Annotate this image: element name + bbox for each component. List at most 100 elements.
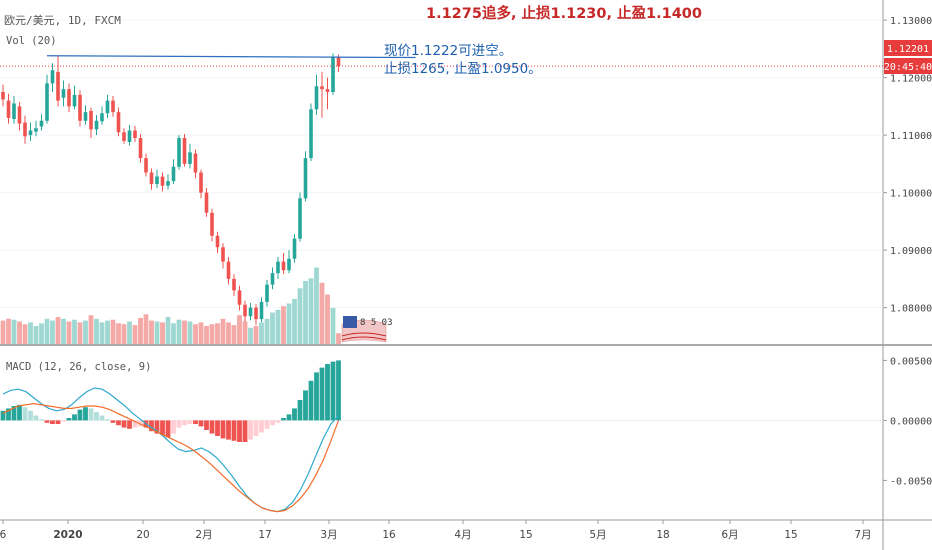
candle-body[interactable] (138, 138, 143, 159)
candle-body[interactable] (193, 153, 198, 173)
volume-bar (303, 281, 308, 344)
candle-body[interactable] (166, 181, 170, 186)
candle-body[interactable] (237, 290, 242, 305)
volume-indicator-label[interactable]: Vol (20) (6, 35, 57, 47)
candle-body[interactable] (105, 100, 110, 114)
candle-body[interactable] (12, 103, 16, 120)
volume-bar (242, 321, 248, 344)
candle-body[interactable] (72, 94, 77, 107)
volume-bar (6, 318, 11, 344)
candle-body[interactable] (144, 158, 148, 173)
event-badge[interactable]: 8 5 03 (341, 316, 393, 343)
current-price-annotation[interactable]: 现价1.1222可进空。 (384, 43, 512, 59)
candle-body[interactable] (287, 258, 291, 271)
candle-body[interactable] (100, 113, 104, 122)
candle-body[interactable] (171, 166, 176, 182)
candle-body[interactable] (133, 130, 137, 138)
candle-body[interactable] (122, 132, 126, 141)
candle-body[interactable] (1, 92, 5, 100)
macd-histogram-bar (105, 419, 110, 421)
candle-body[interactable] (265, 284, 269, 302)
candle-body[interactable] (281, 261, 286, 271)
candle-body[interactable] (325, 89, 330, 92)
candle-body[interactable] (254, 307, 258, 320)
candle-body[interactable] (331, 57, 335, 93)
event-badge-label: 8 5 03 (360, 318, 393, 328)
candle-body[interactable] (182, 138, 187, 164)
candle-body[interactable] (226, 261, 231, 279)
candle-body[interactable] (298, 198, 302, 239)
candle-body[interactable] (248, 307, 253, 317)
macd-indicator-label[interactable]: MACD (12, 26, close, 9) (6, 361, 151, 373)
macd-histogram-bar (17, 404, 22, 421)
volume-bar (132, 325, 138, 344)
symbol-label[interactable]: 欧元/美元, 1D, FXCM (4, 14, 121, 27)
candle-body[interactable] (149, 172, 154, 185)
macd-histogram-bar (253, 420, 259, 436)
trade-annotation-top[interactable]: 1.1275追多, 止损1.1230, 止盈1.1400 (426, 4, 702, 22)
candle-body[interactable] (243, 304, 247, 317)
candle-body[interactable] (28, 130, 33, 136)
candle-body[interactable] (276, 261, 280, 274)
candle-body[interactable] (221, 247, 225, 262)
candle-body[interactable] (188, 152, 192, 164)
candle-body[interactable] (83, 112, 88, 121)
candle-body[interactable] (210, 212, 214, 236)
x-tick-label: 5月 (589, 529, 606, 541)
volume-bar (61, 318, 66, 344)
candle-body[interactable] (204, 192, 209, 213)
macd-histogram-bar (292, 408, 297, 421)
candle-body[interactable] (23, 122, 27, 137)
candle-body[interactable] (309, 109, 313, 159)
candle-body[interactable] (67, 89, 71, 107)
candle-body[interactable] (94, 120, 99, 130)
volume-bar (55, 317, 61, 344)
candle-body[interactable] (116, 112, 121, 133)
volume-bar (292, 299, 297, 344)
candle-body[interactable] (6, 100, 11, 118)
signal-line (2, 402, 340, 513)
macd-histogram-bar (77, 409, 83, 421)
candle-body[interactable] (56, 71, 60, 101)
volume-bar (83, 320, 88, 344)
candle-body[interactable] (127, 130, 132, 143)
macd-histogram-bar (28, 410, 33, 421)
volume-bar (66, 321, 72, 344)
candle-body[interactable] (45, 83, 49, 121)
candle-body[interactable] (39, 120, 44, 127)
macd-line (2, 387, 339, 513)
candle-body[interactable] (199, 172, 203, 193)
candle-body[interactable] (61, 89, 66, 98)
candle-body[interactable] (303, 158, 308, 199)
candle-body[interactable] (232, 278, 236, 291)
candle-body[interactable] (160, 176, 165, 186)
macd-histogram-bar (99, 415, 105, 421)
volume-bar (121, 324, 127, 344)
candle-body[interactable] (34, 128, 38, 132)
candle-body[interactable] (78, 94, 82, 121)
candle-body[interactable] (177, 138, 181, 167)
macd-histogram-bar (286, 414, 292, 421)
macd-histogram-bar (22, 407, 28, 421)
volume-bar (160, 322, 165, 344)
candle-body[interactable] (215, 235, 220, 248)
candle-body[interactable] (89, 110, 93, 130)
volume-bar (314, 267, 319, 344)
candle-body[interactable] (155, 176, 159, 184)
trendline[interactable] (46, 55, 416, 59)
candle-body[interactable] (259, 301, 264, 320)
stop-loss-annotation[interactable]: 止损1265, 止盈1.0950。 (384, 61, 542, 77)
candle-body[interactable] (314, 86, 319, 110)
candle-body[interactable] (320, 86, 324, 90)
candle-body[interactable] (270, 273, 275, 285)
x-tick-label: 17 (258, 529, 271, 541)
candle-body[interactable] (111, 100, 115, 113)
candle-body[interactable] (292, 238, 297, 259)
candle-body[interactable] (50, 70, 55, 84)
volume-bar (281, 306, 286, 344)
candle-body[interactable] (336, 57, 341, 67)
candle-body[interactable] (17, 106, 22, 124)
volume-bar (231, 325, 237, 344)
